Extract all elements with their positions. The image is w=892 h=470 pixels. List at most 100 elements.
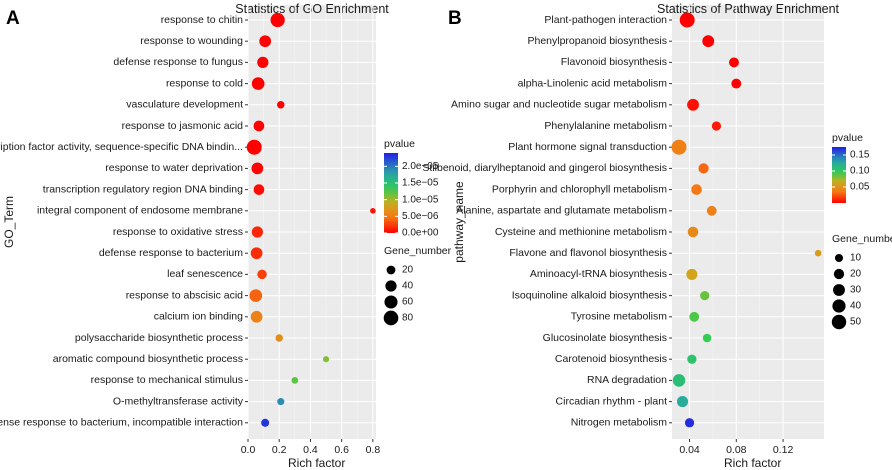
size-legend-dot bbox=[384, 295, 398, 309]
data-point bbox=[698, 163, 709, 174]
category-label: response to abscisic acid bbox=[126, 289, 243, 301]
category-label: Amino sugar and nucleotide sugar metabol… bbox=[451, 99, 667, 111]
data-point bbox=[706, 205, 717, 216]
category-label: response to cold bbox=[166, 77, 243, 89]
category-label: O-methyltransferase activity bbox=[113, 395, 244, 407]
size-legend-label: 60 bbox=[402, 297, 414, 308]
x-tick-label: 0.04 bbox=[679, 444, 700, 456]
chart-title: Statistics of GO Enrichment bbox=[235, 2, 389, 16]
data-point bbox=[686, 268, 698, 280]
size-legend-label: 40 bbox=[850, 301, 862, 312]
size-legend-label: 40 bbox=[402, 281, 414, 292]
x-tick-label: 0.2 bbox=[272, 444, 287, 456]
y-axis-title: pathway_name bbox=[452, 181, 466, 263]
data-point bbox=[261, 418, 270, 427]
category-label: Phenylalanine metabolism bbox=[544, 120, 667, 132]
data-point bbox=[684, 418, 695, 428]
color-legend-label: 0.10 bbox=[850, 166, 870, 177]
color-legend-title: pvalue bbox=[832, 132, 863, 144]
data-point bbox=[249, 289, 263, 302]
data-point bbox=[251, 162, 264, 175]
category-label: Isoquinoline alkaloid biosynthesis bbox=[512, 289, 667, 301]
color-legend-label: 0.15 bbox=[850, 150, 870, 161]
category-label: defense response to bacterium, incompati… bbox=[0, 417, 243, 429]
category-label: defense response to bacterium bbox=[99, 247, 243, 259]
panel-letter: B bbox=[448, 8, 462, 29]
data-point bbox=[689, 311, 700, 322]
category-label: calcium ion binding bbox=[154, 311, 243, 323]
color-legend-title: pvalue bbox=[384, 138, 415, 150]
category-label: response to water deprivation bbox=[105, 162, 243, 174]
size-legend-dot bbox=[834, 253, 844, 263]
data-point bbox=[257, 56, 269, 69]
size-legend-label: 80 bbox=[402, 313, 414, 324]
category-label: Flavonoid biosynthesis bbox=[561, 56, 667, 68]
size-legend-label: 30 bbox=[850, 285, 862, 296]
color-legend-bar bbox=[832, 147, 846, 203]
category-label: Aminoacyl-tRNA biosynthesis bbox=[530, 268, 667, 280]
color-legend-bar bbox=[384, 153, 398, 233]
x-tick-label: 0.8 bbox=[366, 444, 381, 456]
data-point bbox=[731, 78, 742, 89]
data-point bbox=[687, 98, 699, 111]
data-point bbox=[257, 269, 267, 280]
x-tick-label: 0.4 bbox=[303, 444, 318, 456]
color-legend-label: 0.0e+00 bbox=[402, 228, 439, 239]
data-point bbox=[270, 12, 285, 28]
category-label: leaf senescence bbox=[167, 268, 243, 280]
category-label: Cysteine and methionine metabolism bbox=[495, 226, 667, 238]
size-legend-dot bbox=[833, 284, 845, 296]
category-label: response to jasmonic acid bbox=[122, 120, 244, 132]
category-label: integral component of endosome membrane bbox=[37, 205, 243, 217]
data-point bbox=[275, 334, 283, 342]
category-label: Plant-pathogen interaction bbox=[544, 14, 667, 26]
size-legend-label: 10 bbox=[850, 253, 862, 264]
panel-a: A Statistics of GO Enrichment 0.0 0.2 0.4 0.6… bbox=[0, 2, 452, 470]
category-label: polysaccharide biosynthetic process bbox=[75, 332, 243, 344]
color-legend-label: 5.0e−06 bbox=[402, 211, 439, 222]
size-legend-dot bbox=[832, 299, 846, 313]
category-label: RNA degradation bbox=[587, 374, 667, 386]
x-tick-label: 0.12 bbox=[773, 444, 794, 456]
data-point bbox=[246, 139, 262, 155]
data-point bbox=[729, 57, 739, 68]
category-label: Plant hormone signal transduction bbox=[508, 141, 667, 153]
data-point bbox=[700, 290, 710, 301]
data-point bbox=[322, 356, 330, 363]
category-label: response to mechanical stimulus bbox=[91, 374, 243, 386]
category-label: Porphyrin and chlorophyll metabolism bbox=[492, 183, 667, 195]
size-legend-label: 20 bbox=[850, 269, 862, 280]
category-label: transcription factor activity, sequence-… bbox=[0, 141, 243, 153]
data-point bbox=[676, 396, 689, 408]
plot-background bbox=[672, 5, 824, 439]
y-axis-title: GO_Term bbox=[2, 196, 16, 248]
data-point bbox=[702, 333, 712, 343]
size-legend-label: 20 bbox=[402, 265, 414, 276]
color-legend-label: 0.05 bbox=[850, 182, 870, 193]
category-label: response to wounding bbox=[140, 35, 243, 47]
category-label: alpha-Linolenic acid metabolism bbox=[518, 77, 668, 89]
data-point bbox=[253, 120, 265, 132]
size-legend-dot bbox=[386, 265, 396, 275]
data-point bbox=[814, 249, 822, 257]
panel-letter: A bbox=[6, 8, 20, 29]
data-point bbox=[250, 247, 263, 260]
category-label: Alanine, aspartate and glutamate metabol… bbox=[456, 205, 667, 217]
data-point bbox=[691, 184, 702, 195]
size-legend-dot bbox=[383, 310, 399, 326]
chart-title: Statistics of Pathway Enrichment bbox=[657, 2, 840, 16]
size-legend-dot bbox=[385, 280, 397, 292]
data-point bbox=[253, 184, 265, 195]
category-label: Stilbenoid, diarylheptanoid and gingerol… bbox=[422, 162, 667, 174]
category-label: defense response to fungus bbox=[113, 56, 243, 68]
x-tick-label: 0.0 bbox=[241, 444, 256, 456]
category-label: aromatic compound biosynthetic process bbox=[53, 353, 243, 365]
category-label: Tyrosine metabolism bbox=[571, 311, 668, 323]
category-label: response to oxidative stress bbox=[113, 226, 243, 238]
data-point bbox=[687, 354, 697, 364]
data-point bbox=[671, 139, 687, 155]
data-point bbox=[679, 12, 695, 28]
data-point bbox=[251, 226, 263, 238]
category-label: Glucosinolate biosynthesis bbox=[543, 332, 667, 344]
